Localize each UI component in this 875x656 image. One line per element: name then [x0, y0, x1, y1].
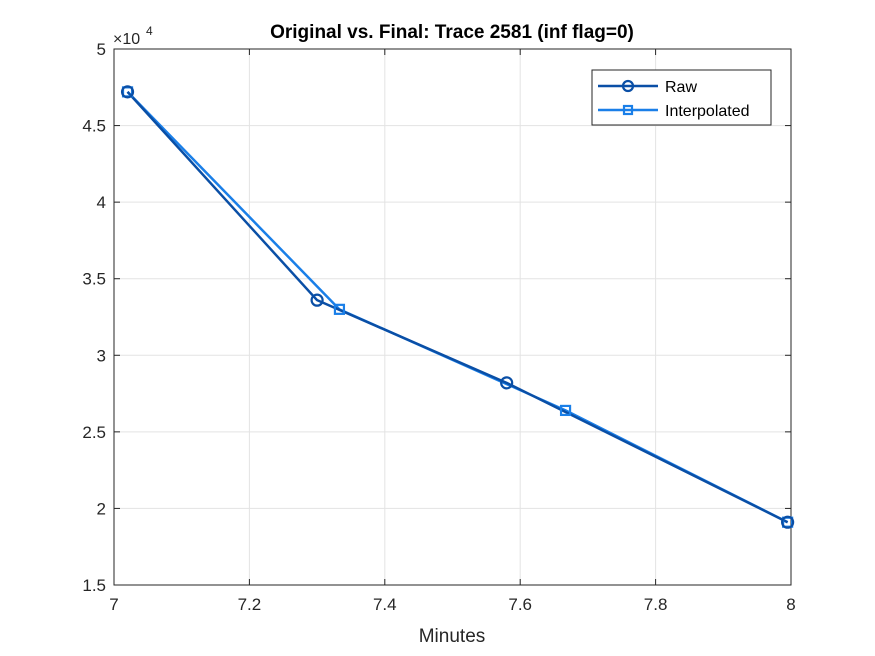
y-tick-label: 3.5 [82, 270, 106, 289]
y-tick-label: 1.5 [82, 576, 106, 595]
legend-label: Raw [665, 79, 697, 96]
raw-point-marker [500, 376, 514, 390]
chart-title: Original vs. Final: Trace 2581 (inf flag… [270, 22, 634, 43]
raw-point-marker [781, 515, 795, 529]
y-tick-label: 4 [97, 193, 106, 212]
raw-point-marker [120, 85, 135, 99]
x-axis-title: Minutes [419, 626, 486, 647]
y-exponent-base: ×10 [113, 31, 140, 48]
x-tick-label: 7.4 [373, 595, 397, 614]
legend-square-marker [622, 104, 634, 116]
interpolated-point-marker [559, 404, 572, 417]
legend[interactable]: Raw Interpolated [591, 69, 772, 126]
y-tick-label: 2 [97, 499, 106, 518]
y-tick-label: 3 [97, 346, 106, 365]
series-line-raw [126, 91, 789, 524]
y-tick-label: 4.5 [82, 117, 106, 136]
legend-label: Interpolated [665, 103, 750, 120]
interpolated-point-marker [333, 303, 346, 315]
raw-point-marker [310, 293, 324, 307]
x-tick-label: 7.6 [508, 595, 532, 614]
y-tick-label: 2.5 [82, 423, 106, 442]
legend-box [591, 69, 772, 126]
y-exponent-power: 4 [146, 24, 153, 38]
x-tick-label: 7.2 [238, 595, 262, 614]
series-layer [120, 85, 795, 529]
y-tick-label: 5 [97, 40, 106, 59]
plot-area [114, 49, 791, 585]
axis-ticks [113, 48, 792, 586]
axes-box [113, 48, 792, 586]
x-tick-label: 7 [109, 595, 118, 614]
legend-circle-marker [621, 79, 635, 93]
x-tick-label: 8 [786, 595, 795, 614]
x-tick-label: 7.8 [644, 595, 668, 614]
